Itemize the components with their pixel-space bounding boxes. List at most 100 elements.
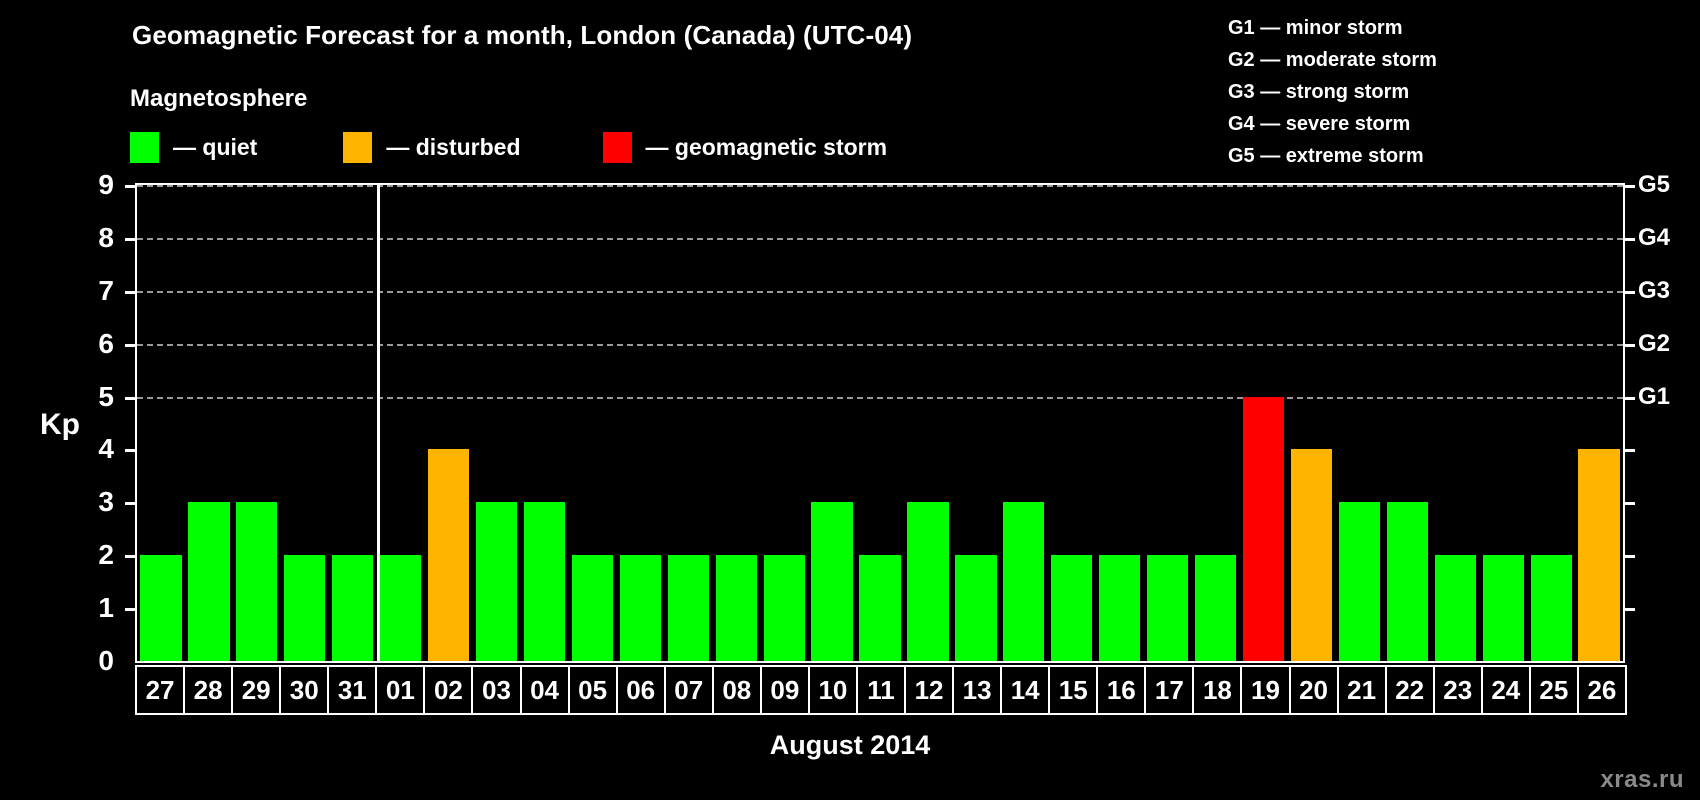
x-axis-title: August 2014: [769, 730, 931, 760]
bar-day-28[interactable]: [188, 502, 230, 661]
day-label-17[interactable]: 17: [1144, 665, 1195, 715]
bar-day-08[interactable]: [715, 555, 757, 661]
legend-item-disturbed: — disturbed: [343, 131, 521, 163]
bar-cell-day-24[interactable]: [1479, 185, 1527, 661]
bar-day-26[interactable]: [1578, 449, 1620, 661]
bar-day-31[interactable]: [332, 555, 374, 661]
bar-cell-day-31[interactable]: [329, 185, 377, 661]
day-label-21[interactable]: 21: [1336, 665, 1387, 715]
bar-cell-day-18[interactable]: [1192, 185, 1240, 661]
day-label-09[interactable]: 09: [759, 665, 810, 715]
bar-day-25[interactable]: [1530, 555, 1572, 661]
bar-cell-day-16[interactable]: [1096, 185, 1144, 661]
bar-day-24[interactable]: [1482, 555, 1524, 661]
bar-day-03[interactable]: [475, 502, 518, 661]
day-label-26[interactable]: 26: [1576, 665, 1627, 715]
bar-cell-day-03[interactable]: [473, 185, 521, 661]
day-label-16[interactable]: 16: [1096, 665, 1147, 715]
bar-day-23[interactable]: [1434, 555, 1476, 661]
day-label-30[interactable]: 30: [279, 665, 330, 715]
day-label-08[interactable]: 08: [711, 665, 762, 715]
day-label-05[interactable]: 05: [567, 665, 618, 715]
bar-day-16[interactable]: [1099, 555, 1141, 661]
day-label-22[interactable]: 22: [1384, 665, 1435, 715]
bar-day-14[interactable]: [1003, 502, 1045, 661]
bar-cell-day-28[interactable]: [185, 185, 233, 661]
day-label-13[interactable]: 13: [952, 665, 1003, 715]
day-label-27[interactable]: 27: [135, 665, 186, 715]
bar-cell-day-14[interactable]: [1000, 185, 1048, 661]
bar-cell-day-23[interactable]: [1431, 185, 1479, 661]
bar-day-20[interactable]: [1290, 449, 1333, 661]
day-label-18[interactable]: 18: [1192, 665, 1243, 715]
bar-cell-day-02[interactable]: [425, 185, 473, 661]
day-label-14[interactable]: 14: [1000, 665, 1051, 715]
bar-cell-day-10[interactable]: [808, 185, 856, 661]
bar-cell-day-27[interactable]: [137, 185, 185, 661]
bar-day-21[interactable]: [1338, 502, 1381, 661]
y-tick-8: [125, 237, 137, 241]
bar-day-17[interactable]: [1147, 555, 1189, 661]
day-label-15[interactable]: 15: [1048, 665, 1099, 715]
bar-day-30[interactable]: [284, 555, 326, 661]
day-label-06[interactable]: 06: [615, 665, 666, 715]
bar-day-19[interactable]: [1242, 396, 1285, 661]
day-label-28[interactable]: 28: [183, 665, 234, 715]
bar-cell-day-08[interactable]: [712, 185, 760, 661]
day-label-07[interactable]: 07: [663, 665, 714, 715]
y-tick-right-4: [1623, 449, 1635, 453]
bar-day-29[interactable]: [236, 502, 278, 661]
bar-cell-day-07[interactable]: [664, 185, 712, 661]
y-axis-label-1: 1: [98, 592, 114, 624]
bar-cell-day-11[interactable]: [856, 185, 904, 661]
bar-cell-day-01[interactable]: [377, 185, 425, 661]
day-label-11[interactable]: 11: [855, 665, 906, 715]
bar-day-13[interactable]: [955, 555, 997, 661]
bar-day-01[interactable]: [380, 555, 422, 661]
day-label-19[interactable]: 19: [1240, 665, 1291, 715]
day-label-23[interactable]: 23: [1432, 665, 1483, 715]
bar-cell-day-20[interactable]: [1288, 185, 1336, 661]
bar-cell-day-22[interactable]: [1383, 185, 1431, 661]
bar-cell-day-05[interactable]: [568, 185, 616, 661]
bar-cell-day-25[interactable]: [1527, 185, 1575, 661]
bar-day-06[interactable]: [619, 555, 661, 661]
bar-cell-day-15[interactable]: [1048, 185, 1096, 661]
bar-day-15[interactable]: [1051, 555, 1093, 661]
bar-day-09[interactable]: [763, 555, 805, 661]
day-label-31[interactable]: 31: [327, 665, 378, 715]
bar-cell-day-04[interactable]: [521, 185, 569, 661]
day-label-01[interactable]: 01: [375, 665, 426, 715]
bar-day-07[interactable]: [667, 555, 709, 661]
bar-cell-day-29[interactable]: [233, 185, 281, 661]
y-tick-right-2: [1623, 555, 1635, 559]
g-scale-item-2: G2 — moderate storm: [1228, 49, 1437, 71]
bar-day-12[interactable]: [907, 502, 949, 661]
bar-day-27[interactable]: [140, 555, 182, 661]
day-label-10[interactable]: 10: [807, 665, 858, 715]
day-label-24[interactable]: 24: [1480, 665, 1531, 715]
bar-day-05[interactable]: [571, 555, 614, 661]
bar-cell-day-09[interactable]: [760, 185, 808, 661]
day-label-12[interactable]: 12: [904, 665, 955, 715]
bar-cell-day-30[interactable]: [281, 185, 329, 661]
bar-day-10[interactable]: [811, 502, 853, 661]
bar-day-04[interactable]: [523, 502, 566, 661]
day-label-29[interactable]: 29: [231, 665, 282, 715]
bar-cell-day-26[interactable]: [1575, 185, 1623, 661]
day-label-03[interactable]: 03: [471, 665, 522, 715]
day-label-04[interactable]: 04: [519, 665, 570, 715]
bar-cell-day-12[interactable]: [904, 185, 952, 661]
bar-day-02[interactable]: [427, 449, 470, 661]
bar-day-18[interactable]: [1194, 555, 1237, 661]
bar-day-22[interactable]: [1386, 502, 1428, 661]
bar-cell-day-06[interactable]: [616, 185, 664, 661]
bar-cell-day-17[interactable]: [1144, 185, 1192, 661]
bar-cell-day-19[interactable]: [1240, 185, 1288, 661]
bar-cell-day-21[interactable]: [1335, 185, 1383, 661]
day-label-20[interactable]: 20: [1288, 665, 1339, 715]
bar-day-11[interactable]: [859, 555, 901, 661]
bar-cell-day-13[interactable]: [952, 185, 1000, 661]
day-label-25[interactable]: 25: [1528, 665, 1579, 715]
day-label-02[interactable]: 02: [423, 665, 474, 715]
